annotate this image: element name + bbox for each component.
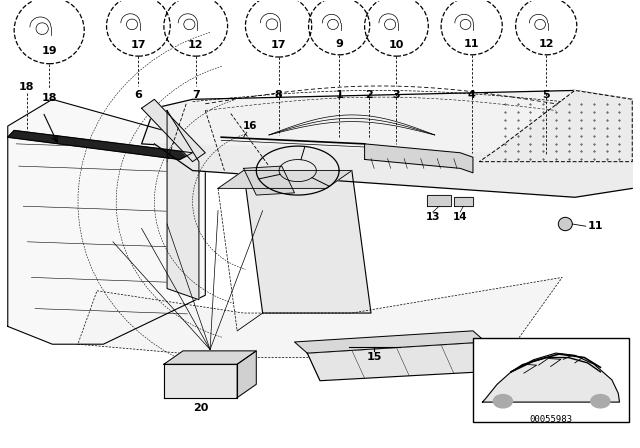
Polygon shape bbox=[154, 144, 632, 197]
Polygon shape bbox=[167, 111, 199, 300]
Text: 11: 11 bbox=[464, 39, 479, 49]
Polygon shape bbox=[218, 171, 352, 188]
Polygon shape bbox=[479, 90, 632, 162]
Polygon shape bbox=[427, 195, 451, 206]
Text: 17: 17 bbox=[131, 39, 146, 50]
Polygon shape bbox=[8, 130, 193, 159]
Text: 15: 15 bbox=[367, 352, 382, 362]
Text: 8: 8 bbox=[275, 90, 282, 100]
Polygon shape bbox=[78, 277, 562, 358]
Polygon shape bbox=[164, 364, 237, 398]
Text: 16: 16 bbox=[243, 121, 257, 131]
Polygon shape bbox=[365, 144, 473, 173]
Text: 13: 13 bbox=[426, 212, 440, 222]
Text: 12: 12 bbox=[188, 39, 204, 50]
Text: 17: 17 bbox=[271, 40, 286, 50]
Text: 10: 10 bbox=[388, 39, 404, 50]
Polygon shape bbox=[244, 171, 371, 313]
Circle shape bbox=[493, 395, 513, 408]
Circle shape bbox=[591, 395, 610, 408]
Polygon shape bbox=[454, 197, 473, 206]
Text: 3: 3 bbox=[393, 90, 400, 100]
Polygon shape bbox=[8, 99, 205, 344]
Polygon shape bbox=[483, 353, 620, 402]
Polygon shape bbox=[294, 331, 486, 353]
Text: 4: 4 bbox=[468, 90, 476, 100]
Text: 12: 12 bbox=[538, 39, 554, 49]
Polygon shape bbox=[307, 342, 499, 381]
Ellipse shape bbox=[558, 217, 572, 231]
Text: 9: 9 bbox=[335, 39, 343, 49]
Text: 1: 1 bbox=[335, 90, 343, 100]
Text: 18: 18 bbox=[19, 82, 35, 92]
Text: 18: 18 bbox=[42, 93, 57, 103]
Polygon shape bbox=[141, 99, 205, 162]
Polygon shape bbox=[164, 351, 256, 364]
Polygon shape bbox=[244, 166, 294, 195]
Text: 11: 11 bbox=[588, 221, 603, 231]
Text: 6: 6 bbox=[134, 90, 142, 100]
Polygon shape bbox=[237, 351, 256, 398]
Text: 20: 20 bbox=[193, 403, 209, 413]
Text: 5: 5 bbox=[543, 90, 550, 100]
Text: 2: 2 bbox=[365, 90, 373, 100]
Text: 14: 14 bbox=[453, 212, 467, 222]
Bar bbox=[473, 337, 629, 422]
Polygon shape bbox=[141, 90, 632, 171]
Text: 00055983: 00055983 bbox=[529, 414, 572, 423]
Text: 19: 19 bbox=[42, 46, 57, 56]
Text: 7: 7 bbox=[192, 90, 200, 100]
